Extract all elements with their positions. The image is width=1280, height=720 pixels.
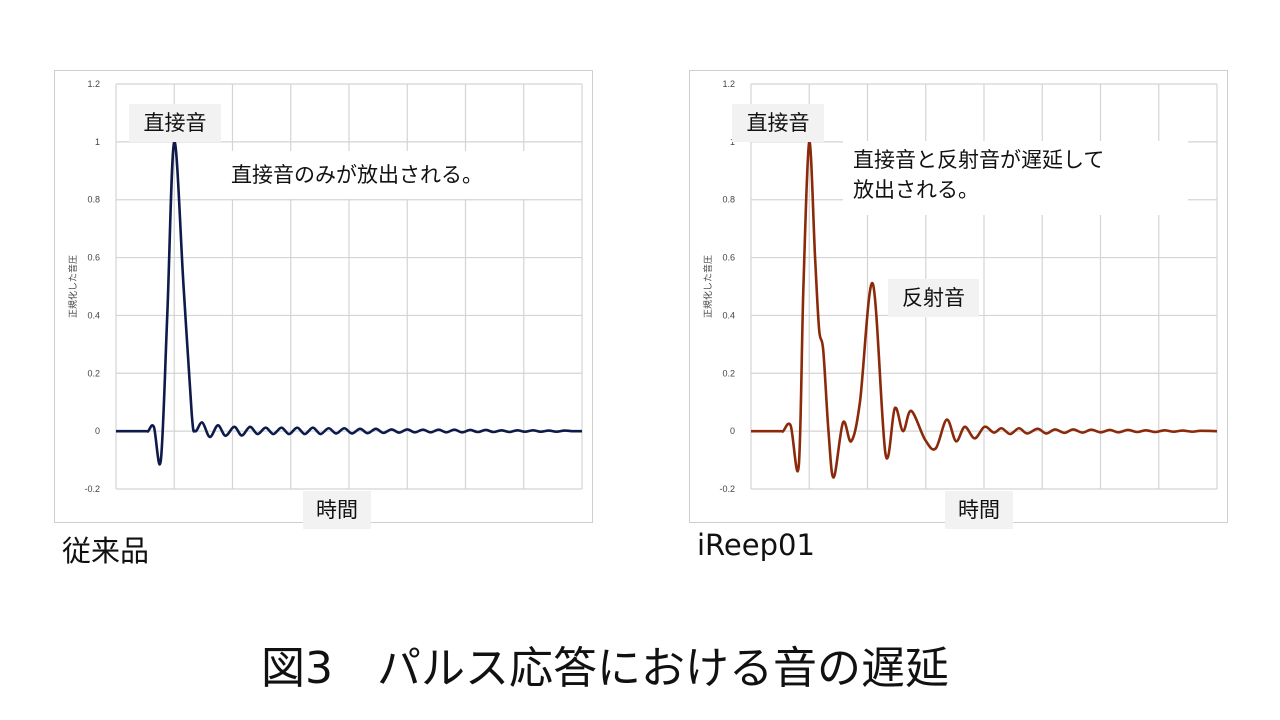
figure-title: 図3 パルス応答における音の遅延 — [261, 643, 949, 694]
y-tick-label: 1.2 — [722, 79, 735, 89]
annotation-note: 直接音のみが放出される。 — [221, 151, 566, 199]
y-tick-label: -0.2 — [84, 484, 100, 494]
y-tick-label: 0 — [95, 426, 100, 436]
x-axis-label: 時間 — [303, 491, 371, 529]
y-tick-label: 1.2 — [87, 79, 100, 89]
y-tick-label: 0.4 — [722, 310, 735, 320]
y-axis-label: 正規化した音圧 — [702, 255, 714, 318]
y-tick-label: 1 — [95, 137, 100, 147]
series-line — [115, 140, 583, 466]
y-tick-label: 0.8 — [722, 195, 735, 205]
direct-sound-label: 直接音 — [129, 104, 221, 142]
annotation-note-line2: 放出される。 — [853, 178, 979, 202]
y-axis-label: 正規化した音圧 — [67, 255, 79, 318]
chart-panel-conventional: 1.2 1 0.8 0.6 0.4 0.2 0 -0.2 正規化した音圧 直接音 直接音のみが放… — [54, 70, 593, 529]
y-tick-label: 0.4 — [87, 310, 100, 320]
reflected-sound-label: 反射音 — [888, 279, 979, 317]
y-tick-label: 0.2 — [722, 368, 735, 378]
caption-conventional: 従来品 — [62, 534, 150, 568]
direct-sound-label: 直接音 — [732, 104, 824, 142]
y-tick-label: 0.2 — [87, 368, 100, 378]
y-tick-label: 0.6 — [722, 253, 735, 263]
annotation-note: 直接音と反射音が遅延して 放出される。 — [843, 141, 1188, 215]
x-axis-label: 時間 — [945, 491, 1013, 529]
series-line — [750, 140, 1218, 479]
y-tick-label: 0.8 — [87, 195, 100, 205]
y-tick-label: -0.2 — [719, 484, 735, 494]
caption-ireep01: iReep01 — [697, 528, 815, 562]
y-tick-label: 0 — [730, 426, 735, 436]
annotation-note-line1: 直接音と反射音が遅延して — [853, 148, 1105, 172]
y-tick-label: 0.6 — [87, 253, 100, 263]
